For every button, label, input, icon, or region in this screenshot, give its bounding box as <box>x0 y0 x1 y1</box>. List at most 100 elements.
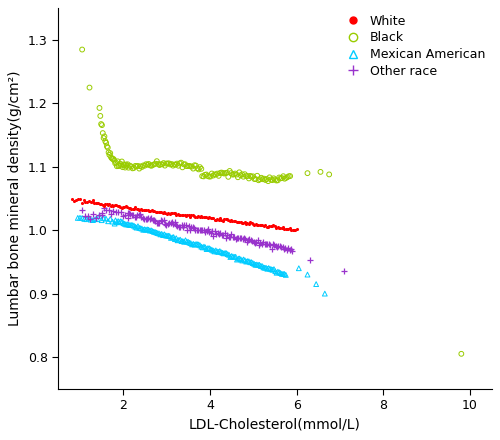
Point <box>70 198 78 205</box>
Point <box>287 245 295 252</box>
Point <box>230 233 238 240</box>
Point <box>160 217 168 224</box>
Point <box>250 176 258 183</box>
Point <box>91 216 99 223</box>
Point <box>256 261 264 268</box>
Point <box>168 234 176 241</box>
Point <box>266 223 274 230</box>
Point <box>257 221 265 228</box>
Point <box>110 157 118 164</box>
Point <box>116 219 124 226</box>
Point <box>210 248 218 255</box>
Point <box>260 241 268 248</box>
Point <box>164 160 172 167</box>
Point <box>155 230 163 237</box>
Point <box>110 156 118 163</box>
Point <box>149 161 157 169</box>
Point <box>217 249 225 256</box>
Point <box>172 161 179 168</box>
Point <box>252 176 260 183</box>
Point <box>178 164 186 171</box>
Point <box>87 216 95 223</box>
Point <box>202 246 210 253</box>
Point <box>161 162 169 169</box>
Point <box>172 211 180 218</box>
Point <box>172 221 180 228</box>
Point <box>110 207 118 214</box>
Point <box>96 112 104 119</box>
Point <box>209 172 217 179</box>
Point <box>102 138 110 145</box>
Point <box>124 221 132 228</box>
Point <box>136 206 143 213</box>
Point <box>123 203 131 210</box>
Point <box>156 219 164 226</box>
Point <box>124 204 132 211</box>
Point <box>209 247 217 254</box>
Point <box>201 229 209 236</box>
Point <box>237 234 245 241</box>
Point <box>226 168 234 175</box>
Point <box>166 161 174 168</box>
Point <box>268 266 276 273</box>
Point <box>170 219 178 226</box>
Point <box>240 219 248 226</box>
Point <box>118 158 126 165</box>
Point <box>90 199 98 206</box>
Point <box>176 223 184 230</box>
Point <box>194 241 202 248</box>
Point <box>274 268 282 275</box>
Point <box>95 212 103 219</box>
Point <box>278 244 286 251</box>
Point <box>263 176 271 183</box>
Point <box>94 199 102 206</box>
Point <box>150 161 158 168</box>
Point <box>134 162 142 169</box>
Point <box>96 201 104 208</box>
Point <box>140 226 148 233</box>
Point <box>110 202 118 209</box>
Point <box>118 218 126 225</box>
Point <box>222 235 230 242</box>
Point <box>176 236 184 243</box>
Point <box>230 171 238 178</box>
Point <box>130 206 138 213</box>
Point <box>264 224 272 231</box>
Point <box>295 265 303 272</box>
Point <box>184 223 192 230</box>
Point <box>97 121 105 128</box>
Point <box>99 129 107 136</box>
Point <box>240 235 248 242</box>
Point <box>252 220 260 227</box>
Point <box>138 214 145 221</box>
Point <box>270 175 278 182</box>
Point <box>236 234 244 241</box>
Point <box>200 213 207 220</box>
Point <box>122 221 130 228</box>
Point <box>157 161 165 168</box>
Point <box>210 214 218 221</box>
Point <box>142 216 150 223</box>
Point <box>89 196 97 203</box>
Point <box>154 230 162 237</box>
Point <box>130 213 138 220</box>
Point <box>232 218 240 225</box>
Point <box>72 197 80 204</box>
Point <box>143 215 151 222</box>
Point <box>198 214 206 221</box>
Point <box>275 225 283 232</box>
Point <box>122 203 130 210</box>
Point <box>198 244 206 251</box>
Point <box>166 232 173 239</box>
Point <box>258 176 266 183</box>
Point <box>151 228 159 235</box>
Point <box>211 228 219 235</box>
Point <box>260 175 268 182</box>
Point <box>166 210 173 217</box>
Point <box>106 151 114 158</box>
Point <box>122 212 130 219</box>
Point <box>168 209 176 216</box>
Point <box>179 212 187 219</box>
Point <box>176 160 184 167</box>
Point <box>272 242 280 249</box>
